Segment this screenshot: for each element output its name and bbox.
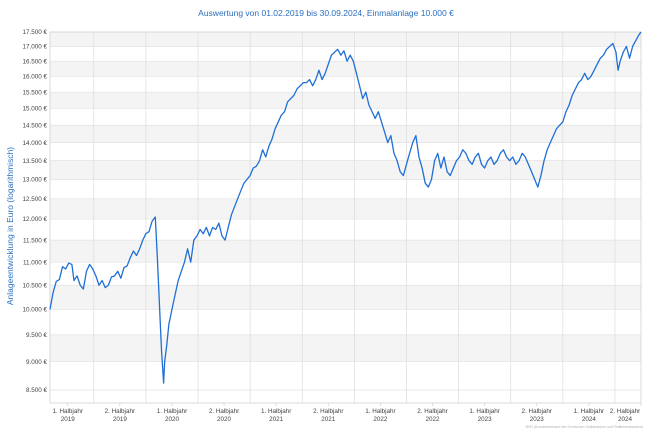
x-tick-label: 2. Halbjahr xyxy=(610,408,640,415)
y-tick-label: 13.000 € xyxy=(22,177,47,184)
y-tick-label: 12.000 € xyxy=(22,216,47,223)
x-tick-label: 1. Halbjahr xyxy=(157,408,187,415)
x-tick-label: 2. Halbjahr xyxy=(522,408,552,415)
x-tick-label: 2. Halbjahr xyxy=(417,408,447,415)
y-tick-label: 14.000 € xyxy=(22,140,47,147)
y-tick-label: 16.500 € xyxy=(22,58,47,65)
y-tick-label: 10.500 € xyxy=(22,282,47,289)
x-tick-year: 2021 xyxy=(269,416,284,423)
series-group xyxy=(49,31,642,384)
x-tick-label: 1. Halbjahr xyxy=(574,408,604,415)
y-axis-label: Anlageentwicklung in Euro (logarithmisch… xyxy=(5,147,15,305)
x-tick-label: 1. Halbjahr xyxy=(469,408,499,415)
x-tick-label: 2. Halbjahr xyxy=(105,408,135,415)
y-tick-label: 11.500 € xyxy=(23,237,48,244)
y-tick-label: 11.000 € xyxy=(23,259,48,266)
y-tick-label: 16.000 € xyxy=(22,74,47,81)
x-tick-year: 2024 xyxy=(582,416,597,423)
y-tick-label: 15.500 € xyxy=(22,89,47,96)
x-tick-year: 2022 xyxy=(373,416,388,423)
series-line xyxy=(49,31,642,384)
grid-band xyxy=(50,125,641,143)
grid-band xyxy=(50,334,641,362)
x-tick-label: 1. Halbjahr xyxy=(365,408,395,415)
x-tick-year: 2023 xyxy=(478,416,493,423)
grid-band xyxy=(50,285,641,310)
grid-band xyxy=(50,32,641,47)
grid-band xyxy=(50,92,641,109)
x-tick-label: 2. Halbjahr xyxy=(209,408,239,415)
y-tick-label: 9.000 € xyxy=(26,359,48,366)
vertical-gridlines xyxy=(93,32,616,403)
y-tick-label: 12.500 € xyxy=(22,196,47,203)
y-tick-labels: 8.500 € 9.000 € 9.500 € 10.000 € 10.500 € 11.… xyxy=(22,29,47,394)
y-tick-label: 9.500 € xyxy=(26,332,48,339)
y-tick-label: 17.500 € xyxy=(22,29,47,36)
x-tick-year: 2019 xyxy=(61,416,76,423)
grid-band xyxy=(50,160,641,180)
chart-title: Auswertung von 01.02.2019 bis 30.09.2024… xyxy=(198,8,454,18)
x-tick-label: 1. Halbjahr xyxy=(261,408,291,415)
x-tick-year: 2019 xyxy=(113,416,128,423)
x-tick-year: 2024 xyxy=(618,416,633,423)
y-tick-label: 14.500 € xyxy=(22,122,47,129)
y-tick-label: 15.000 € xyxy=(22,106,47,113)
credit-note: BVR (Bundesverband der Deutschen Volksba… xyxy=(526,425,643,429)
x-tick-year: 2020 xyxy=(217,416,232,423)
plot-frame xyxy=(49,31,642,404)
grid-band xyxy=(50,61,641,77)
grid-band xyxy=(50,198,641,220)
y-tick-label: 8.500 € xyxy=(26,387,48,394)
x-tick-year: 2020 xyxy=(165,416,180,423)
x-tick-label: 2. Halbjahr xyxy=(313,408,343,415)
x-tick-label: 1. Halbjahr xyxy=(52,408,82,415)
x-tick-year: 2021 xyxy=(321,416,336,423)
y-tick-label: 13.500 € xyxy=(22,158,47,165)
y-tick-label: 10.000 € xyxy=(22,307,47,314)
y-tick-label: 17.000 € xyxy=(22,44,47,51)
x-tick-year: 2023 xyxy=(530,416,545,423)
x-tick-year: 2022 xyxy=(426,416,441,423)
